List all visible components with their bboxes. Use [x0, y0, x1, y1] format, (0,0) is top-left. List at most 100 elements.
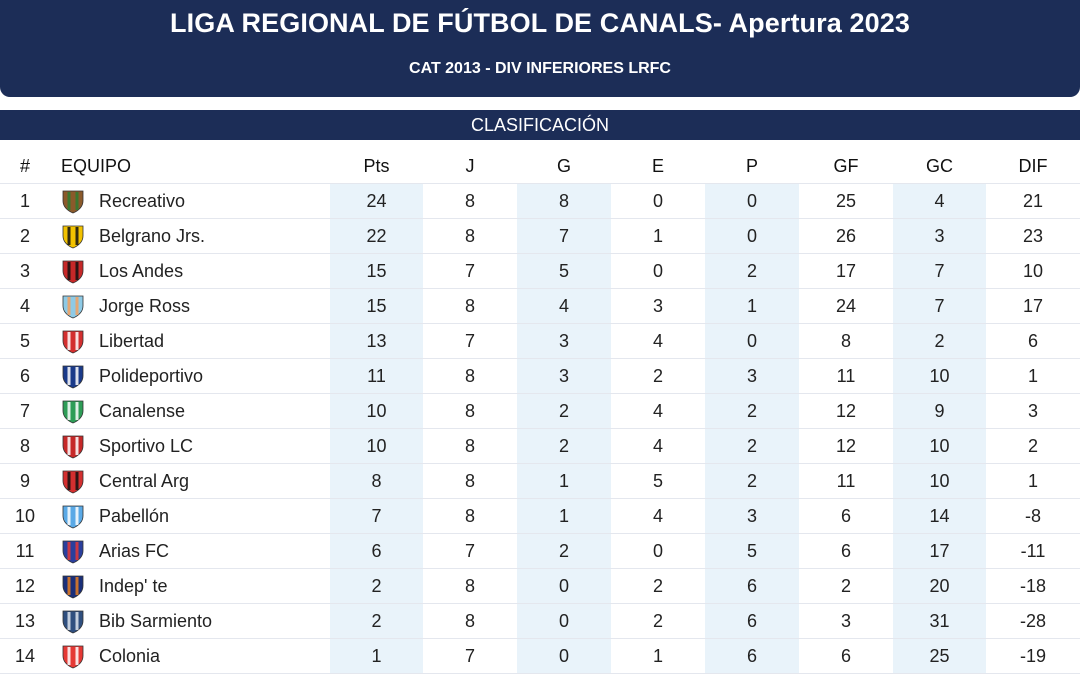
- team-cell: Polideportivo: [50, 358, 330, 394]
- dif-cell: 1: [986, 463, 1080, 499]
- g-cell: 1: [517, 463, 611, 499]
- team-cell: Bib Sarmiento: [50, 603, 330, 639]
- p-cell: 2: [705, 393, 799, 429]
- gc-cell: 4: [893, 183, 986, 219]
- j-cell: 8: [423, 568, 517, 604]
- team-name: Pabellón: [99, 505, 170, 526]
- libertad-crest-icon: [60, 328, 86, 354]
- team-name: Arias FC: [99, 540, 170, 561]
- g-cell: 2: [517, 428, 611, 464]
- col-header-p: P: [745, 156, 758, 176]
- dif-cell: 1: [986, 358, 1080, 394]
- e-cell: 4: [611, 393, 705, 429]
- j-cell: 8: [423, 463, 517, 499]
- pts-cell: 24: [330, 183, 423, 219]
- sportivo-lc-crest-icon: [60, 433, 86, 459]
- gc-cell: 14: [893, 498, 986, 534]
- gc-cell: 25: [893, 638, 986, 674]
- team-name: Bib Sarmiento: [99, 610, 213, 631]
- gc-cell: 7: [893, 253, 986, 289]
- gc-cell: 7: [893, 288, 986, 324]
- position-cell: 3: [0, 253, 50, 289]
- e-cell: 3: [611, 288, 705, 324]
- team-name: Los Andes: [99, 260, 184, 281]
- dif-cell: 6: [986, 323, 1080, 359]
- colonia-crest-icon: [60, 643, 86, 669]
- p-cell: 0: [705, 183, 799, 219]
- polideportivo-crest-icon: [60, 363, 86, 389]
- pts-cell: 10: [330, 428, 423, 464]
- team-name: Jorge Ross: [99, 295, 191, 316]
- g-cell: 3: [517, 358, 611, 394]
- g-cell: 3: [517, 323, 611, 359]
- bib-sarmiento-crest-icon: [60, 608, 86, 634]
- j-cell: 8: [423, 218, 517, 254]
- gf-cell: 11: [799, 463, 893, 499]
- e-cell: 2: [611, 568, 705, 604]
- gf-cell: 3: [799, 603, 893, 639]
- gc-cell: 10: [893, 428, 986, 464]
- table-header-row: # EQUIPO Pts J G E P GF GC DIF: [0, 150, 1080, 184]
- team-cell: Los Andes: [50, 253, 330, 289]
- team-name: Recreativo: [99, 190, 186, 211]
- pts-cell: 6: [330, 533, 423, 569]
- j-cell: 7: [423, 253, 517, 289]
- recreativo-crest-icon: [60, 188, 86, 214]
- team-name: Canalense: [99, 400, 186, 421]
- pts-cell: 10: [330, 393, 423, 429]
- j-cell: 7: [423, 323, 517, 359]
- gf-cell: 26: [799, 218, 893, 254]
- g-cell: 8: [517, 183, 611, 219]
- team-name: Polideportivo: [99, 365, 204, 386]
- team-cell: Central Arg: [50, 463, 330, 499]
- e-cell: 0: [611, 183, 705, 219]
- j-cell: 7: [423, 638, 517, 674]
- dif-cell: 3: [986, 393, 1080, 429]
- team-cell: Belgrano Jrs.: [50, 218, 330, 254]
- gc-cell: 10: [893, 463, 986, 499]
- e-cell: 5: [611, 463, 705, 499]
- e-cell: 4: [611, 323, 705, 359]
- page-subtitle: CAT 2013 - DIV INFERIORES LRFC: [409, 60, 671, 77]
- j-cell: 8: [423, 498, 517, 534]
- gf-cell: 6: [799, 498, 893, 534]
- p-cell: 3: [705, 498, 799, 534]
- gf-cell: 11: [799, 358, 893, 394]
- team-name: Central Arg: [99, 470, 190, 491]
- p-cell: 6: [705, 568, 799, 604]
- gf-cell: 8: [799, 323, 893, 359]
- e-cell: 0: [611, 533, 705, 569]
- pts-cell: 15: [330, 288, 423, 324]
- gf-cell: 2: [799, 568, 893, 604]
- gf-cell: 12: [799, 393, 893, 429]
- g-cell: 2: [517, 393, 611, 429]
- table-row: 1 Recreativo 24 8 8 0 0 25 4 21: [0, 183, 1080, 219]
- team-cell: Pabellón: [50, 498, 330, 534]
- gf-cell: 6: [799, 638, 893, 674]
- position-cell: 2: [0, 218, 50, 254]
- g-cell: 4: [517, 288, 611, 324]
- position-cell: 11: [0, 533, 50, 569]
- pts-cell: 1: [330, 638, 423, 674]
- gf-cell: 17: [799, 253, 893, 289]
- dif-cell: 23: [986, 218, 1080, 254]
- col-header-pos: #: [19, 156, 30, 176]
- central-arg-crest-icon: [60, 468, 86, 494]
- gc-cell: 20: [893, 568, 986, 604]
- dif-cell: 10: [986, 253, 1080, 289]
- team-cell: Libertad: [50, 323, 330, 359]
- table-row: 11 Arias FC 6 7 2 0 5 6 17 -11: [0, 533, 1080, 569]
- e-cell: 4: [611, 498, 705, 534]
- standings-table: # EQUIPO Pts J G E P GF GC DIF 1 Recreati…: [0, 150, 1080, 674]
- j-cell: 8: [423, 288, 517, 324]
- dif-cell: -28: [986, 603, 1080, 639]
- col-header-gc: GC: [926, 156, 953, 176]
- team-name: Colonia: [99, 645, 161, 666]
- g-cell: 0: [517, 568, 611, 604]
- position-cell: 4: [0, 288, 50, 324]
- g-cell: 7: [517, 218, 611, 254]
- col-header-dif: DIF: [1018, 156, 1048, 176]
- e-cell: 2: [611, 358, 705, 394]
- team-name: Sportivo LC: [99, 435, 194, 456]
- position-cell: 10: [0, 498, 50, 534]
